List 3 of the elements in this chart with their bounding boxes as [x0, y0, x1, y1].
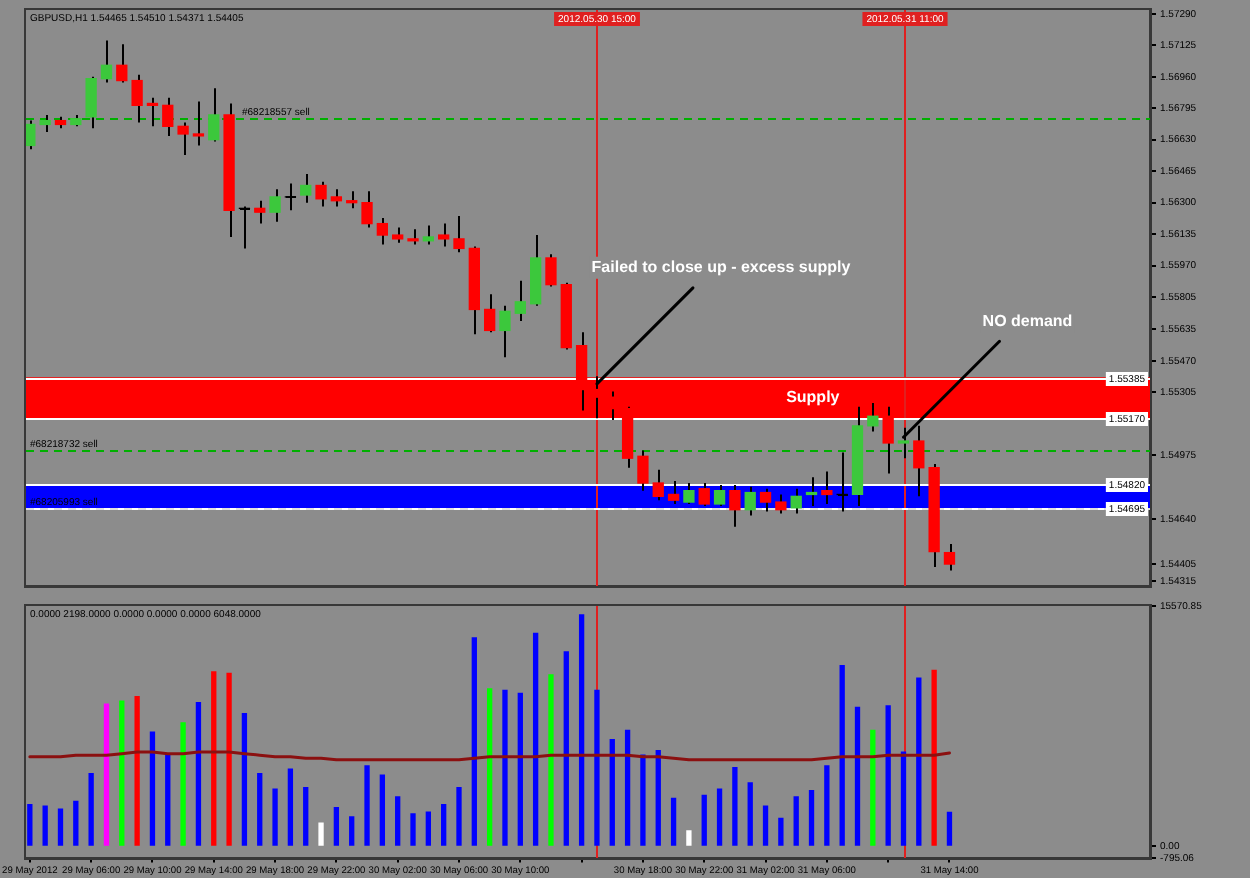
- annotation: NO demand: [982, 311, 1073, 330]
- band-label: Supply: [786, 388, 841, 407]
- annotation: Failed to close up - excess supply: [591, 258, 852, 277]
